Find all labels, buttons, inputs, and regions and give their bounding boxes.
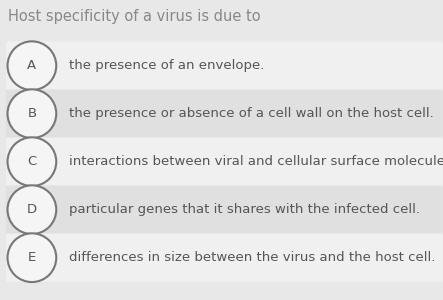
Text: A: A (27, 59, 36, 72)
Text: C: C (27, 155, 36, 168)
FancyBboxPatch shape (6, 89, 443, 138)
FancyBboxPatch shape (6, 41, 443, 90)
Text: differences in size between the virus and the host cell.: differences in size between the virus an… (69, 251, 435, 264)
Text: B: B (27, 107, 36, 120)
Circle shape (8, 233, 56, 282)
FancyBboxPatch shape (6, 137, 443, 186)
Circle shape (8, 89, 56, 138)
FancyBboxPatch shape (6, 233, 443, 282)
Text: E: E (28, 251, 36, 264)
Circle shape (8, 185, 56, 234)
Circle shape (8, 41, 56, 90)
Text: the presence or absence of a cell wall on the host cell.: the presence or absence of a cell wall o… (69, 107, 433, 120)
Text: Host specificity of a virus is due to: Host specificity of a virus is due to (8, 9, 260, 24)
Circle shape (8, 137, 56, 186)
Text: interactions between viral and cellular surface molecules.: interactions between viral and cellular … (69, 155, 443, 168)
Text: the presence of an envelope.: the presence of an envelope. (69, 59, 264, 72)
Text: D: D (27, 203, 37, 216)
Text: particular genes that it shares with the infected cell.: particular genes that it shares with the… (69, 203, 420, 216)
FancyBboxPatch shape (6, 185, 443, 234)
